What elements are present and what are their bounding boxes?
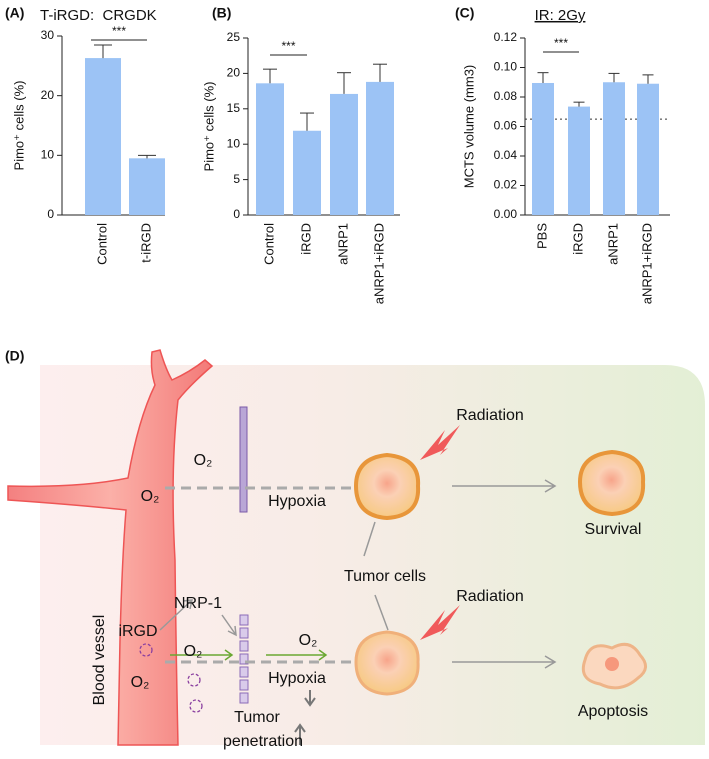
diagram-label: O₂: [299, 632, 318, 649]
panel-label: (D): [5, 348, 24, 364]
significance-label: ***: [112, 24, 126, 38]
bar: [85, 58, 121, 216]
x-tick-label: Control: [94, 223, 109, 265]
y-tick-label: 0: [233, 207, 240, 221]
y-axis-label: Pimo⁺ cells (%): [11, 81, 26, 171]
diagram-label: Tumor: [234, 709, 280, 726]
x-tick-label: PBS: [534, 223, 549, 249]
chart: (C) IR: 2Gy MCTS volume (mm3) 0.00 0.02 0.04 0…: [455, 5, 670, 304]
diffusion-lines: [165, 486, 360, 664]
bar: [366, 81, 394, 215]
diagram-label: Apoptosis: [578, 703, 648, 720]
panel-label: (B): [212, 5, 231, 21]
y-tick-label: 0.12: [494, 30, 518, 44]
bar: [256, 83, 284, 215]
bar: [603, 82, 625, 215]
x-tick-label: aNRP1: [335, 223, 350, 265]
diagram-label: Tumor cells: [344, 568, 426, 585]
y-tick-label: 20: [227, 66, 241, 80]
y-tick-label: 5: [233, 172, 240, 186]
diagram-label: O₂: [141, 488, 160, 505]
membrane: [239, 406, 248, 513]
y-tick-label: 0.10: [494, 60, 518, 74]
y-tick-label: 15: [227, 101, 241, 115]
arrows: [159, 479, 557, 745]
x-tick-label: aNRP1+iRGD: [639, 223, 654, 304]
diagram-label: O₂: [184, 643, 203, 660]
x-tick-label: iRGD: [570, 223, 585, 255]
background: [40, 365, 705, 745]
diagram-label: Radiation: [456, 407, 524, 424]
y-tick-label: 0.02: [494, 178, 518, 192]
y-tick-label: 25: [227, 30, 241, 44]
y-tick-label: 20: [41, 88, 55, 102]
y-tick-label: 0.08: [494, 89, 518, 103]
membrane-porous: [239, 614, 249, 704]
tumor-cells: [353, 449, 647, 696]
bar: [330, 93, 358, 215]
chart: (A) T-iRGD: CRGDK Pimo⁺ cells (%) 0 10 20 30 Co…: [5, 5, 165, 265]
y-axis-label: MCTS volume (mm3): [461, 65, 476, 189]
x-tick-label: iRGD: [298, 223, 313, 255]
significance-label: ***: [281, 39, 295, 53]
panel-label: (C): [455, 5, 474, 21]
diagram-label: Hypoxia: [268, 493, 326, 510]
y-tick-label: 10: [41, 148, 55, 162]
diagram-label: O₂: [131, 674, 150, 691]
chart: (B) Pimo⁺ cells (%) 0 5 10 15 20 25 Control iRGD a…: [201, 5, 400, 304]
x-tick-label: t-iRGD: [138, 223, 153, 263]
bar: [293, 130, 321, 215]
diagram-label: Hypoxia: [268, 670, 326, 687]
y-axis-label: Pimo⁺ cells (%): [201, 82, 216, 172]
radiation-bolts: [420, 425, 460, 640]
bar: [129, 158, 165, 215]
diagram: (D) O₂ O₂ Hypoxia Radiation Survival Tumor cel…: [5, 348, 705, 750]
irgd-peptides: [139, 643, 203, 713]
y-tick-label: 10: [227, 136, 241, 150]
y-tick-label: 30: [41, 28, 55, 42]
diagram-label: Radiation: [456, 588, 524, 605]
diagram-label: iRGD: [118, 623, 157, 640]
diagram-label: O₂: [194, 452, 213, 469]
bar: [532, 82, 554, 215]
blood-vessel-shape: [7, 349, 214, 746]
chart-title: IR: 2Gy: [535, 7, 586, 24]
diagram-label: NRP-1: [174, 595, 222, 612]
panel-label: (A): [5, 5, 24, 21]
x-tick-label: Control: [261, 223, 276, 265]
chart-title: T-iRGD: CRGDK: [40, 7, 157, 24]
o2-arrows: [170, 649, 328, 661]
y-tick-label: 0.06: [494, 119, 518, 133]
y-tick-label: 0.00: [494, 207, 518, 221]
diagram-label: Survival: [585, 521, 642, 538]
diagram-label: penetration: [223, 733, 303, 750]
bar: [637, 83, 659, 215]
y-tick-label: 0: [47, 207, 54, 221]
x-tick-label: aNRP1: [605, 223, 620, 265]
diagram-label: Blood vessel: [91, 615, 108, 706]
y-tick-label: 0.04: [494, 148, 518, 162]
significance-label: ***: [554, 36, 568, 50]
bar: [568, 106, 590, 215]
x-tick-label: aNRP1+iRGD: [371, 223, 386, 304]
